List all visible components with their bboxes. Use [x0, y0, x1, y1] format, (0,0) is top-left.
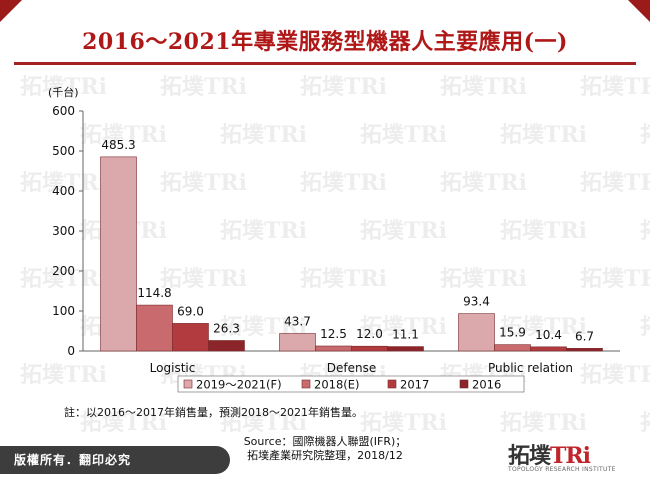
bar-chart: (千台) 0 100 200 300 400 500 600 485.3 114.8 69.0 26.…: [48, 85, 620, 393]
source-line-1: Source：國際機器人聯盟(IFR)；: [243, 435, 407, 448]
y-tick-label: 600: [52, 104, 75, 118]
bar-value-label: 93.4: [463, 295, 490, 309]
x-category-label: Public relation: [488, 361, 573, 375]
legend-box: [177, 375, 525, 393]
legend-item-label: 2018(E): [314, 378, 360, 392]
bar-value-label: 12.5: [320, 327, 347, 341]
chart-legend: 2019～2021(F) 2018(E) 2017 2016: [177, 375, 525, 393]
source-line-2: 拓墣產業研究院整理，2018/12: [247, 449, 403, 462]
copyright-footer: 版權所有．翻印必究: [0, 446, 230, 474]
source-citation: Source：國際機器人聯盟(IFR)； 拓墣產業研究院整理，2018/12: [0, 435, 650, 463]
bar-value-label: 114.8: [137, 286, 171, 300]
bar: [315, 345, 352, 352]
logo-subtitle: TOPOLOGY RESEARCH INSTITUTE: [508, 466, 616, 473]
bar-value-label: 26.3: [213, 321, 240, 335]
x-category-label: Logistic: [150, 361, 196, 375]
y-tick-label: 100: [52, 304, 75, 318]
bar: [100, 156, 137, 352]
y-tick-label: 200: [52, 264, 75, 278]
legend-swatch: [301, 379, 311, 389]
logo-accent-text: TRi: [550, 443, 591, 469]
bar: [566, 348, 603, 352]
bar: [494, 344, 531, 352]
corner-decoration-left: [0, 0, 22, 22]
watermark-logo-text: 拓墣TRi: [360, 410, 447, 436]
y-tick-label: 400: [52, 184, 75, 198]
title-divider: [14, 62, 636, 65]
legend-swatch: [183, 379, 193, 389]
bar-value-label: 485.3: [101, 138, 135, 152]
bar: [530, 346, 567, 352]
bar-value-label: 43.7: [284, 315, 311, 329]
bar-value-label: 15.9: [499, 326, 526, 340]
corner-decoration-right: [628, 0, 650, 22]
y-tick-label: 0: [67, 344, 75, 358]
bar: [136, 304, 173, 352]
bar: [172, 323, 209, 352]
bar: [387, 346, 424, 352]
bar-value-label: 69.0: [177, 304, 204, 318]
bar: [208, 340, 245, 352]
legend-item-label: 2016: [472, 378, 501, 392]
bar-value-label: 10.4: [535, 328, 562, 342]
y-tick-label: 300: [52, 224, 75, 238]
legend-item-label: 2017: [400, 378, 429, 392]
y-axis-unit-label: (千台): [48, 85, 79, 99]
bar: [279, 333, 316, 352]
logo-main-text: 拓墣: [508, 443, 551, 469]
y-tick-label: 500: [52, 144, 75, 158]
watermark-logo-text: 拓墣TRi: [500, 410, 587, 436]
watermark-logo-text: 拓墣TRi: [640, 410, 650, 436]
legend-swatch: [387, 379, 397, 389]
legend-swatch: [459, 379, 469, 389]
legend-item-label: 2019～2021(F): [196, 378, 282, 392]
chart-note: 註：以2016～2017年銷售量，預測2018～2021年銷售量。: [64, 406, 363, 419]
page-title: 2016～2021年專業服務型機器人主要應用(一): [82, 29, 568, 55]
bar-value-label: 12.0: [356, 327, 383, 341]
bar-value-label: 11.1: [392, 328, 419, 342]
company-logo: 拓墣TRi TOPOLOGY RESEARCH INSTITUTE: [508, 438, 630, 478]
bar: [351, 345, 388, 352]
x-category-label: Defense: [327, 361, 376, 375]
bar-value-label: 6.7: [575, 329, 594, 343]
bar: [458, 313, 495, 352]
logo-wordmark: 拓墣TRi: [508, 438, 591, 470]
